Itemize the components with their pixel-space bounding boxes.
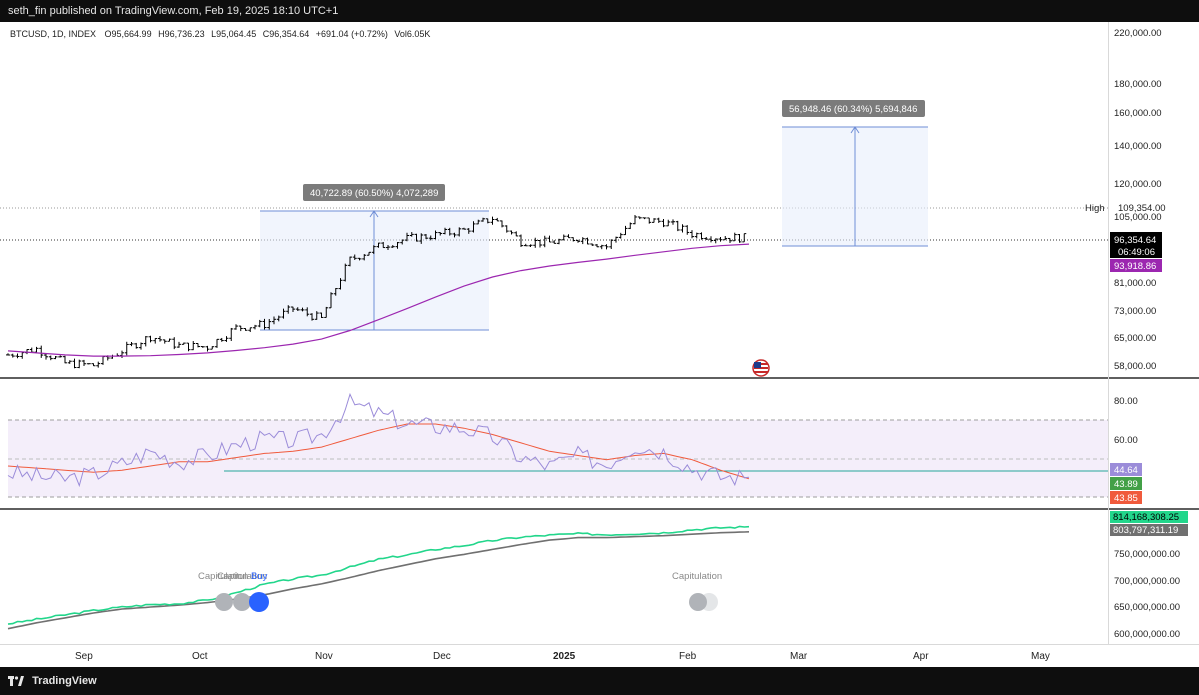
time-label-year: 2025 xyxy=(553,651,576,662)
measure-callout-text: 40,722.89 (60.50%) 4,072,289 xyxy=(310,188,438,199)
measure-callout-text: 56,948.46 (60.34%) 5,694,846 xyxy=(789,104,917,115)
price-tick: 81,000.00 xyxy=(1114,278,1156,289)
time-label: Nov xyxy=(315,651,333,662)
measure-callout-bg xyxy=(782,100,925,117)
footer-brand: TradingView xyxy=(32,675,97,688)
price-tick: 73,000.00 xyxy=(1114,306,1156,317)
legend-change: +691.04 (+0.72%) xyxy=(316,29,388,39)
capitulation-dot xyxy=(215,593,233,611)
last-price-tag: 96,354.64 06:49:06 xyxy=(1110,232,1162,258)
tradingview-logo-icon xyxy=(8,676,24,687)
price-tick: 120,000.00 xyxy=(1114,179,1162,190)
time-axis[interactable]: Sep Oct Nov Dec 2025 Feb Mar Apr May xyxy=(75,651,1050,662)
capitulation-marker-2[interactable]: Capitulation xyxy=(672,571,722,611)
measure-arrowhead xyxy=(850,126,860,134)
time-label: Dec xyxy=(433,651,451,662)
legend-close: C96,354.64 xyxy=(263,29,310,39)
us-flag-event-icon[interactable] xyxy=(752,359,770,377)
price-axis-labels[interactable]: 220,000.00 180,000.00 160,000.00 140,000… xyxy=(1114,28,1162,372)
legend-symbol: BTCUSD, 1D, INDEX xyxy=(10,29,96,39)
metric-value-tags: 814,168,308.25 803,797,311.19 xyxy=(1110,511,1188,536)
time-label: May xyxy=(1031,651,1050,662)
price-ma-line[interactable] xyxy=(7,243,750,357)
last-price-value: 96,354.64 xyxy=(1114,235,1156,246)
legend-high: H96,736.23 xyxy=(158,29,205,39)
footer-bar: TradingView xyxy=(0,667,1199,695)
bar-countdown: 06:49:06 xyxy=(1118,247,1155,258)
measure-callout-bg xyxy=(303,184,445,201)
metric-value-2: 803,797,311.19 xyxy=(1113,525,1178,536)
price-tick: 180,000.00 xyxy=(1114,79,1162,90)
capitulation-dot xyxy=(233,593,251,611)
capitulation-label-overlap: Capitulation xyxy=(217,571,267,582)
metric-main-line[interactable] xyxy=(7,525,750,625)
legend-low: L95,064.45 xyxy=(211,29,256,39)
metric-tick: 700,000,000.00 xyxy=(1114,576,1180,587)
price-candles[interactable] xyxy=(6,214,747,369)
metric-tick: 600,000,000.00 xyxy=(1114,629,1180,640)
buy-dot xyxy=(249,592,269,612)
price-tick: 65,000.00 xyxy=(1114,333,1156,344)
price-tick: 160,000.00 xyxy=(1114,108,1162,119)
chart-background xyxy=(0,22,1199,667)
rsi-line[interactable] xyxy=(7,392,750,488)
rsi-tick: 60.00 xyxy=(1114,435,1138,446)
metric-value-1: 814,168,308.25 xyxy=(1113,512,1179,523)
time-label: Feb xyxy=(679,651,697,662)
ma-price-tag: 93,918.86 xyxy=(1110,259,1162,272)
metric-tick: 750,000,000.00 xyxy=(1114,549,1180,560)
time-label: Oct xyxy=(192,651,208,662)
legend-volume: Vol6.05K xyxy=(394,29,430,39)
metric-tick: 650,000,000.00 xyxy=(1114,602,1180,613)
capitulation-dot xyxy=(689,593,707,611)
price-tick: 220,000.00 xyxy=(1114,28,1162,39)
capitulation-marker-1[interactable]: Capitulation Capitulation xyxy=(198,571,267,611)
time-label: Apr xyxy=(913,651,929,662)
time-label: Mar xyxy=(790,651,808,662)
chart-area[interactable]: BTCUSD, 1D, INDEX O95,664.99 H96,736.23 … xyxy=(0,22,1199,667)
ma-value: 93,918.86 xyxy=(1114,261,1156,272)
rsi-value-tags: 44.64 43.89 43.85 xyxy=(1110,463,1142,504)
rsi-low-value: 43.85 xyxy=(1114,493,1138,504)
rsi-tick: 80.00 xyxy=(1114,396,1138,407)
buy-marker[interactable]: Buy xyxy=(249,571,269,612)
publish-info: seth_fin published on TradingView.com, F… xyxy=(8,5,339,17)
publish-header: seth_fin published on TradingView.com, F… xyxy=(0,0,1199,22)
capitulation-label: Capitulation xyxy=(198,571,248,582)
capitulation-label: Capitulation xyxy=(672,571,722,582)
rsi-value: 44.64 xyxy=(1114,465,1138,476)
price-tick: 105,000.00 xyxy=(1114,212,1162,223)
high-value: 109,354.00 xyxy=(1118,203,1166,214)
legend-line: BTCUSD, 1D, INDEX O95,664.99 H96,736.23 … xyxy=(10,29,430,39)
rsi-ma-value: 43.89 xyxy=(1114,479,1138,490)
measure-tool-2[interactable]: 56,948.46 (60.34%) 5,694,846 xyxy=(782,100,928,247)
time-label: Sep xyxy=(75,651,93,662)
measure-arrowhead xyxy=(369,210,379,218)
metric-secondary-line[interactable] xyxy=(7,531,750,630)
buy-label: Buy xyxy=(251,571,268,582)
legend-open: O95,664.99 xyxy=(105,29,152,39)
high-label: High xyxy=(1085,203,1105,214)
price-tick: 58,000.00 xyxy=(1114,361,1156,372)
price-tick: 140,000.00 xyxy=(1114,141,1162,152)
